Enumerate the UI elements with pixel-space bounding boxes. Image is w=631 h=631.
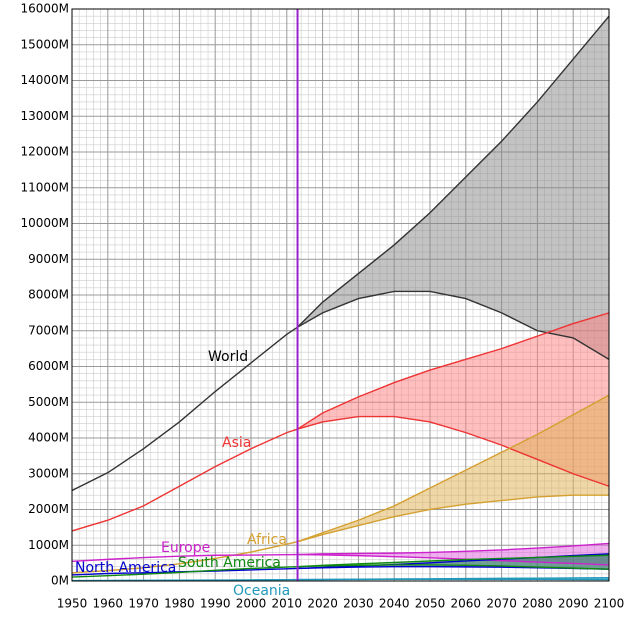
y-tick-label: 10000M bbox=[20, 216, 69, 230]
series-line bbox=[297, 394, 610, 543]
series-label: North America bbox=[75, 560, 176, 576]
series-label: Oceania bbox=[233, 583, 290, 599]
y-tick-label: 15000M bbox=[20, 37, 69, 51]
x-tick-label: 2050 bbox=[415, 597, 446, 611]
y-tick-label: 2000M bbox=[28, 502, 69, 516]
x-tick-label: 2080 bbox=[522, 597, 553, 611]
range-band bbox=[297, 16, 609, 360]
y-tick-label: 14000M bbox=[20, 73, 69, 87]
x-tick-label: 2000 bbox=[236, 597, 267, 611]
y-tick-label: 11000M bbox=[20, 180, 69, 194]
series-label: World bbox=[208, 349, 248, 365]
y-tick-label: 16000M bbox=[20, 2, 69, 16]
series-line bbox=[297, 553, 610, 566]
y-tick-label: 13000M bbox=[20, 109, 69, 123]
x-tick-label: 1990 bbox=[200, 597, 231, 611]
series-line bbox=[71, 553, 298, 563]
x-tick-label: 2010 bbox=[272, 597, 303, 611]
y-tick-label: 9000M bbox=[28, 252, 69, 266]
y-tick-label: 3000M bbox=[28, 466, 69, 480]
series-line bbox=[297, 554, 610, 568]
series-line bbox=[297, 290, 610, 360]
y-tick-label: 4000M bbox=[28, 431, 69, 445]
x-tick-label: 1970 bbox=[128, 597, 159, 611]
y-tick-label: 1000M bbox=[28, 538, 69, 552]
x-tick-label: 2070 bbox=[486, 597, 517, 611]
y-tick-label: 7000M bbox=[28, 323, 69, 337]
x-tick-label: 2090 bbox=[558, 597, 589, 611]
series-label: Asia bbox=[222, 435, 251, 451]
series-line bbox=[297, 15, 610, 328]
x-tick-label: 2020 bbox=[307, 597, 338, 611]
series-line bbox=[297, 494, 609, 543]
y-tick-label: 5000M bbox=[28, 395, 69, 409]
y-tick-label: 6000M bbox=[28, 359, 69, 373]
series-line bbox=[71, 578, 298, 582]
x-tick-label: 2040 bbox=[379, 597, 410, 611]
x-tick-label: 2060 bbox=[451, 597, 482, 611]
series-label: Europe bbox=[161, 540, 210, 556]
series-label: South America bbox=[178, 555, 281, 571]
series-line bbox=[297, 312, 610, 430]
range-band bbox=[297, 395, 609, 542]
x-tick-label: 2030 bbox=[343, 597, 374, 611]
series-label: Africa bbox=[247, 532, 287, 548]
x-tick-label: 1980 bbox=[164, 597, 195, 611]
series-line bbox=[71, 566, 298, 578]
plot-frame bbox=[71, 8, 610, 582]
x-tick-label: 1950 bbox=[57, 597, 88, 611]
series-line bbox=[297, 415, 610, 487]
series-line bbox=[297, 542, 610, 556]
x-tick-label: 1960 bbox=[93, 597, 124, 611]
y-tick-label: 0M bbox=[51, 574, 69, 588]
y-tick-label: 12000M bbox=[20, 145, 69, 159]
y-tick-label: 8000M bbox=[28, 288, 69, 302]
series-line bbox=[71, 428, 298, 532]
series-line bbox=[71, 540, 298, 574]
series-line bbox=[71, 326, 298, 492]
x-tick-label: 2100 bbox=[594, 597, 625, 611]
series-line bbox=[297, 564, 610, 570]
